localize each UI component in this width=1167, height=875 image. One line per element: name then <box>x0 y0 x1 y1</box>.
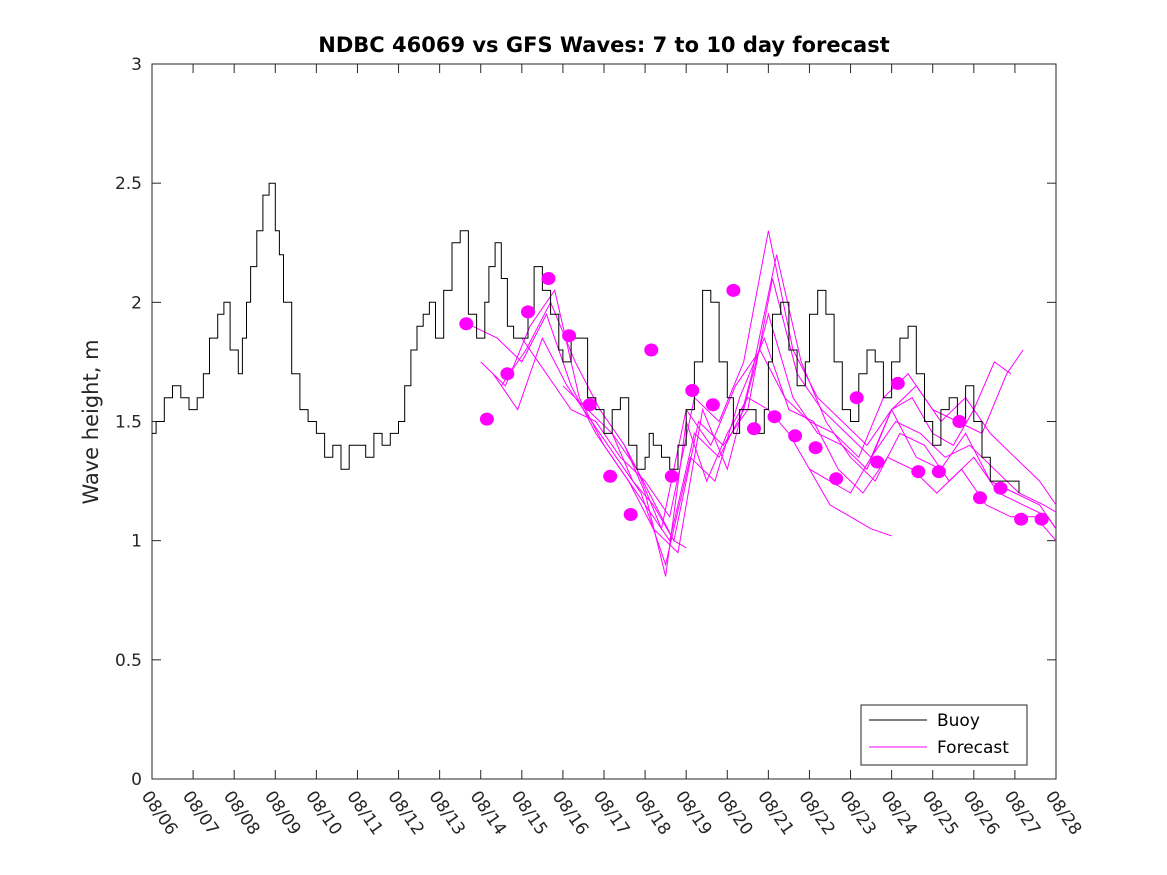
legend: Buoy Forecast <box>860 704 1028 766</box>
forecast-point <box>849 391 864 405</box>
plot-area <box>152 182 1057 577</box>
y-tick-label: 2 <box>131 293 142 313</box>
buoy-line <box>152 182 1020 493</box>
forecast-point <box>500 367 515 381</box>
forecast-point <box>767 410 782 424</box>
forecast-point <box>1034 512 1049 526</box>
forecast-point <box>870 455 885 469</box>
forecast-point <box>911 465 926 479</box>
forecast-point <box>705 398 720 412</box>
y-axis-label: Wave height, m <box>79 339 103 504</box>
forecast-point <box>993 481 1008 495</box>
forecast-line-run-2 <box>480 254 1057 554</box>
forecast-line-run-1 <box>472 312 1057 542</box>
forecast-point <box>562 329 577 343</box>
legend-box <box>860 704 1028 766</box>
forecast-line-run-8 <box>611 433 687 549</box>
chart-title: NDBC 46069 vs GFS Waves: 7 to 10 day for… <box>318 33 889 57</box>
y-tick-label: 1 <box>131 532 142 552</box>
forecast-point <box>603 469 618 483</box>
forecast-point <box>747 422 761 436</box>
forecast-point <box>582 398 597 412</box>
forecast-point <box>931 465 946 479</box>
forecast-point <box>808 441 823 455</box>
y-tick-label: 3 <box>131 55 142 75</box>
forecast-point <box>521 305 535 319</box>
forecast-point <box>664 469 679 483</box>
forecast-point <box>726 283 741 297</box>
forecast-line-run-7 <box>624 361 1012 577</box>
forecast-line-run-3 <box>492 336 1057 567</box>
forecast-point <box>952 415 967 428</box>
forecast-point <box>685 384 700 397</box>
forecast-point <box>788 429 803 443</box>
legend-forecast-label: Forecast <box>937 738 1009 758</box>
forecast-point <box>459 317 474 331</box>
forecast-point <box>1014 512 1029 526</box>
y-tick-label: 1.5 <box>115 413 142 433</box>
forecast-point <box>829 472 844 486</box>
forecast-point <box>479 412 494 426</box>
y-tick-label: 0 <box>131 770 142 790</box>
forecast-point <box>644 343 659 357</box>
legend-buoy-label: Buoy <box>937 711 980 731</box>
forecast-point <box>623 508 638 521</box>
forecast-line-run-9 <box>809 468 892 537</box>
y-tick-label: 2.5 <box>115 174 142 194</box>
forecast-point <box>890 376 905 390</box>
forecast-point <box>541 272 556 285</box>
y-tick-label: 0.5 <box>115 651 142 671</box>
forecast-point <box>973 491 987 505</box>
